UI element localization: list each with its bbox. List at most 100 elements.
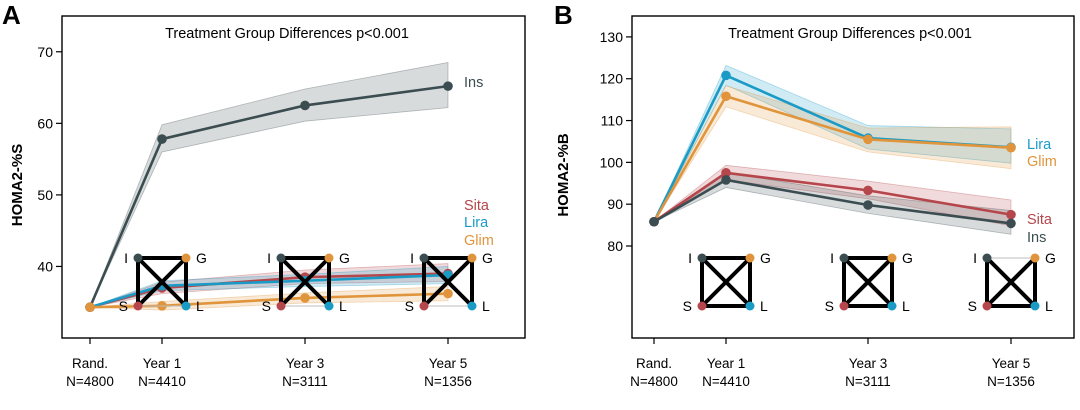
panel-a-inset-node-tl xyxy=(419,253,429,263)
panel-a-series-label-lira: Lira xyxy=(464,215,489,231)
panel-b-inset-label-tr: G xyxy=(760,250,771,266)
panel-a-y-tick-label: 60 xyxy=(37,115,53,131)
panel-a-inset-label-tr: G xyxy=(482,250,493,266)
panel-a-inset-edge xyxy=(279,256,331,308)
panel-b-inset-node-tr xyxy=(887,253,897,263)
panel-b-inset-node-br xyxy=(745,301,755,311)
panel-b-inset-node-bl xyxy=(697,301,707,311)
panel-b-point-sita xyxy=(1006,209,1016,220)
panel-a-line-ins xyxy=(88,84,449,308)
panel-b-inset-node-tl xyxy=(839,253,849,263)
panel-a-y-tick-label: 40 xyxy=(37,258,53,274)
panel-b-title: Treatment Group Differences p<0.001 xyxy=(728,26,972,42)
panel-b-series-label-glim: Glim xyxy=(1027,154,1057,170)
panel-b-x-tick-n-label: N=4410 xyxy=(702,374,750,389)
panel-a-x-tick-label: Year 1 xyxy=(143,356,182,371)
panel-a-x-tick-n-label: N=4800 xyxy=(66,374,114,389)
panel-a-inset-node-bl xyxy=(419,301,429,311)
panel-b-x-tick-n-label: N=1356 xyxy=(987,374,1035,389)
panel-a-point-glim xyxy=(85,302,95,313)
panel-a-point-ins xyxy=(300,100,310,111)
panel-b-y-axis-label: HOMA2-%B xyxy=(555,133,572,217)
panel-b-y-tick-label: 90 xyxy=(607,196,623,212)
panel-b-point-sita xyxy=(721,168,731,178)
panel-a-title: Treatment Group Differences p<0.001 xyxy=(165,26,409,42)
panel-b-series-label-sita: Sita xyxy=(1027,212,1053,228)
panel-a-y-tick-label: 70 xyxy=(37,44,53,60)
panel-b-inset-label-br: L xyxy=(1045,298,1053,314)
panel-b-y-tick-label: 110 xyxy=(601,113,624,129)
panel-a-point-glim xyxy=(443,288,453,299)
panel-a-inset-label-br: L xyxy=(482,298,490,314)
panel-b-inset-node-tl xyxy=(697,253,707,263)
panel-b-inset-node-tl xyxy=(982,253,992,263)
panel-a-comparison-inset: I G S L xyxy=(405,250,493,314)
panel-a: A HOMA2-%S Treatment Group Differences p… xyxy=(2,0,526,339)
panel-b-point-ins xyxy=(1006,218,1016,229)
panel-b-x-tick-n-label: N=4800 xyxy=(630,374,678,389)
panel-a-x-tick-n-label: N=4410 xyxy=(138,374,186,389)
panel-b-marks: 80 90 100 110 120 130 Rand. N=4800 Year 1 N=4410 Y… xyxy=(600,29,1057,389)
panel-b-inset-label-br: L xyxy=(902,298,910,314)
panel-b-y-tick-label: 130 xyxy=(600,29,624,45)
panel-a-x-tick-label: Year 3 xyxy=(286,356,325,371)
panel-b-inset-edge xyxy=(985,256,1037,308)
panel-b-x-tick-label: Year 5 xyxy=(992,356,1031,371)
panel-b-point-lira xyxy=(721,70,731,81)
panel-b: B HOMA2-%B Treatment Group Differences p… xyxy=(554,0,1075,339)
panel-a-inset-node-bl xyxy=(133,301,143,311)
panel-b-inset-node-bl xyxy=(982,301,992,311)
panel-b-line-glim xyxy=(652,94,1012,223)
panel-b-inset-label-bl: S xyxy=(683,298,692,314)
panel-a-inset-label-br: L xyxy=(339,298,347,314)
panel-a-inset-label-br: L xyxy=(196,298,204,314)
panel-a-inset-label-bl: S xyxy=(405,298,414,314)
panel-b-inset-label-tl: I xyxy=(830,250,834,266)
panel-a-series-label-ins: Ins xyxy=(464,75,483,91)
panel-a-comparison-inset: I G S L xyxy=(119,250,207,314)
panel-a-inset-node-br xyxy=(467,301,477,311)
panel-b-y-tick-label: 120 xyxy=(600,71,624,87)
panel-b-y-tick-label: 80 xyxy=(607,238,623,254)
panel-a-inset-label-tr: G xyxy=(196,250,207,266)
panel-a-inset-node-tr xyxy=(467,253,477,263)
panel-a-line-glim xyxy=(89,292,449,309)
panel-a-inset-node-tr xyxy=(181,253,191,263)
panel-b-label: B xyxy=(554,0,573,30)
panel-b-inset-label-br: L xyxy=(760,298,768,314)
panel-a-inset-node-br xyxy=(324,301,334,311)
panel-b-inset-label-tr: G xyxy=(902,250,913,266)
panel-b-inset-node-br xyxy=(1030,301,1040,311)
panel-b-inset-label-bl: S xyxy=(825,298,834,314)
panel-a-series-label-glim: Glim xyxy=(464,233,494,249)
panel-b-point-sita xyxy=(863,185,873,196)
panel-b-comparison-inset: I G S L xyxy=(968,250,1056,314)
panel-b-inset-label-tl: I xyxy=(973,250,977,266)
panel-a-inset-node-tl xyxy=(133,253,143,263)
panel-b-inset-node-bl xyxy=(839,301,849,311)
panel-a-inset-node-tr xyxy=(324,253,334,263)
panel-a-y-axis-label: HOMA2-%S xyxy=(9,144,26,227)
panel-a-inset-edge xyxy=(422,256,474,308)
panel-b-inset-label-tl: I xyxy=(688,250,692,266)
panel-a-point-ins xyxy=(157,134,167,144)
panel-b-comparison-inset: I G S L xyxy=(825,250,913,314)
panel-b-series-label-lira: Lira xyxy=(1027,137,1052,153)
panel-a-comparison-inset: I G S L xyxy=(262,250,350,314)
panel-b-line-sita xyxy=(653,171,1012,223)
panel-a-point-glim xyxy=(300,293,310,303)
panel-a-inset-edge xyxy=(136,256,188,308)
panel-b-point-glim xyxy=(721,91,731,102)
panel-b-inset-node-tr xyxy=(745,253,755,263)
panel-b-inset-label-bl: S xyxy=(968,298,977,314)
panel-a-inset-label-bl: S xyxy=(119,298,128,314)
panel-b-y-tick-label: 100 xyxy=(600,154,624,170)
panel-a-series-label-sita: Sita xyxy=(464,198,490,214)
panel-b-inset-label-tr: G xyxy=(1045,250,1056,266)
panel-b-line-ins xyxy=(653,178,1012,225)
chart-marks-layer: 40 50 60 70 Rand. N=4800 Year 1 N=4410 Year 3 N=3… xyxy=(37,29,1056,389)
panel-a-x-tick-n-label: N=3111 xyxy=(282,374,328,389)
panel-b-series-label-ins: Ins xyxy=(1027,230,1046,246)
panel-b-inset-edge xyxy=(842,256,894,308)
